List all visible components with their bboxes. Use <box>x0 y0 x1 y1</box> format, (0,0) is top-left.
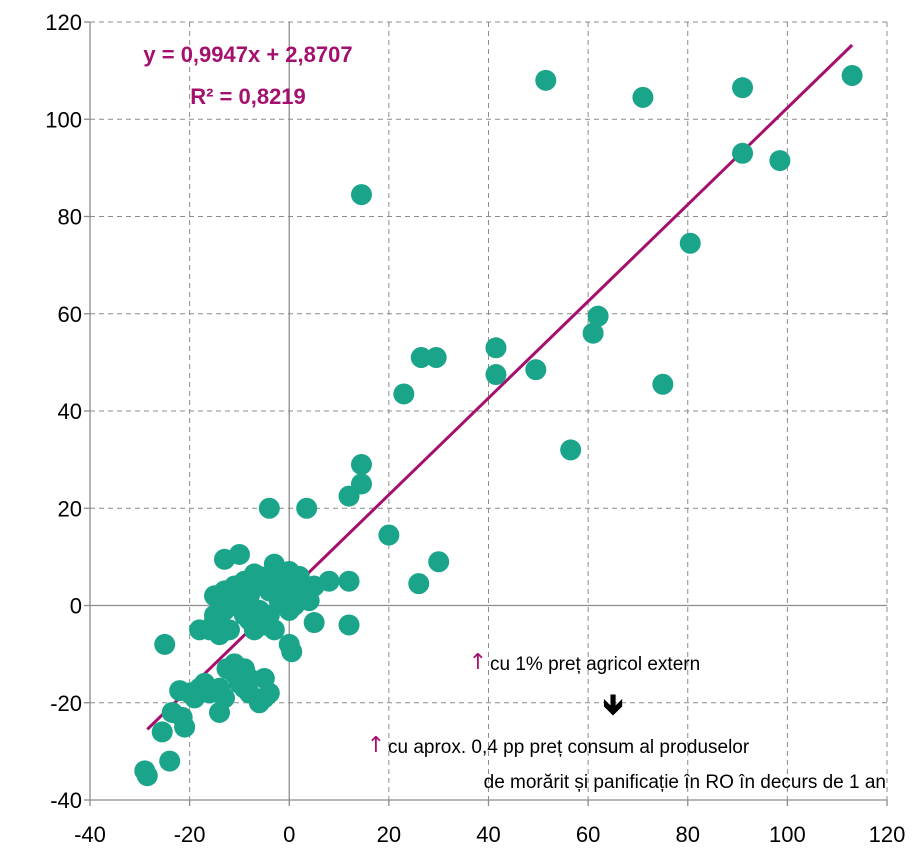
x-tick-label: 120 <box>869 822 906 847</box>
trend-equation: y = 0,9947x + 2,8707 <box>143 42 352 67</box>
data-point <box>213 687 235 709</box>
data-point <box>393 383 415 405</box>
data-point <box>258 497 280 519</box>
x-tick-label: -40 <box>74 822 106 847</box>
note-line-3: de morărit și panificație în RO în decur… <box>484 772 886 793</box>
r-squared-label: R² = 0,8219 <box>190 84 306 109</box>
data-point <box>632 86 654 108</box>
note-line-2: cu aprox. 0,4 pp preț consum al produsel… <box>388 737 750 758</box>
data-point <box>732 77 754 99</box>
data-point <box>535 69 557 91</box>
data-point <box>218 619 240 641</box>
data-point <box>281 641 303 663</box>
data-point <box>288 565 310 587</box>
y-tick-label: 60 <box>58 302 82 327</box>
grid <box>90 21 888 800</box>
up-arrow-icon-2: ↑ <box>367 733 385 758</box>
x-tick-label: 60 <box>576 822 600 847</box>
data-point <box>841 64 863 86</box>
data-point <box>338 614 360 636</box>
data-point <box>228 543 250 565</box>
data-point <box>159 750 181 772</box>
y-tick-label: 40 <box>58 399 82 424</box>
note-line-1: cu 1% preț agricol extern <box>490 654 700 675</box>
data-point <box>410 347 432 369</box>
data-point <box>350 453 372 475</box>
data-point <box>243 563 265 585</box>
data-point <box>136 765 158 787</box>
data-point <box>233 658 255 680</box>
data-point <box>350 473 372 495</box>
data-point <box>154 633 176 655</box>
data-point <box>428 551 450 573</box>
data-point <box>652 373 674 395</box>
y-tick-label: 80 <box>58 205 82 230</box>
data-point <box>485 364 507 386</box>
x-tick-label: 40 <box>476 822 500 847</box>
y-tick-label: 20 <box>58 496 82 521</box>
data-point <box>425 347 447 369</box>
data-point <box>151 721 173 743</box>
y-tick-label: -20 <box>50 691 82 716</box>
data-point <box>408 573 430 595</box>
data-point <box>679 232 701 254</box>
x-tick-label: 80 <box>676 822 700 847</box>
data-point <box>769 150 791 172</box>
data-point <box>296 497 318 519</box>
data-point <box>525 359 547 381</box>
data-point <box>263 553 285 575</box>
y-tick-label: -40 <box>50 788 82 813</box>
data-point <box>303 612 325 634</box>
data-point <box>378 524 400 546</box>
data-point <box>485 337 507 359</box>
data-point <box>253 667 275 689</box>
data-point <box>587 305 609 327</box>
x-tick-label: -20 <box>174 822 206 847</box>
data-point <box>582 322 604 344</box>
data-point <box>263 619 285 641</box>
data-point <box>732 142 754 164</box>
up-arrow-icon: ↑ <box>469 650 487 675</box>
y-tick-label: 100 <box>45 107 82 132</box>
data-point <box>560 439 582 461</box>
axes <box>84 21 888 806</box>
y-tick-label: 120 <box>45 10 82 35</box>
x-tick-labels: -40 -20 0 20 40 60 80 100 120 <box>74 822 905 847</box>
data-point <box>338 570 360 592</box>
x-tick-label: 0 <box>283 822 295 847</box>
data-points <box>134 64 863 787</box>
down-arrow-icon: 🡻 <box>603 688 623 721</box>
data-point <box>174 716 196 738</box>
data-point <box>318 570 340 592</box>
data-point <box>350 184 372 206</box>
y-tick-labels: -40 -20 0 20 40 60 80 100 120 <box>45 10 82 813</box>
x-tick-label: 20 <box>377 822 401 847</box>
y-tick-label: 0 <box>70 594 82 619</box>
x-tick-label: 100 <box>769 822 806 847</box>
